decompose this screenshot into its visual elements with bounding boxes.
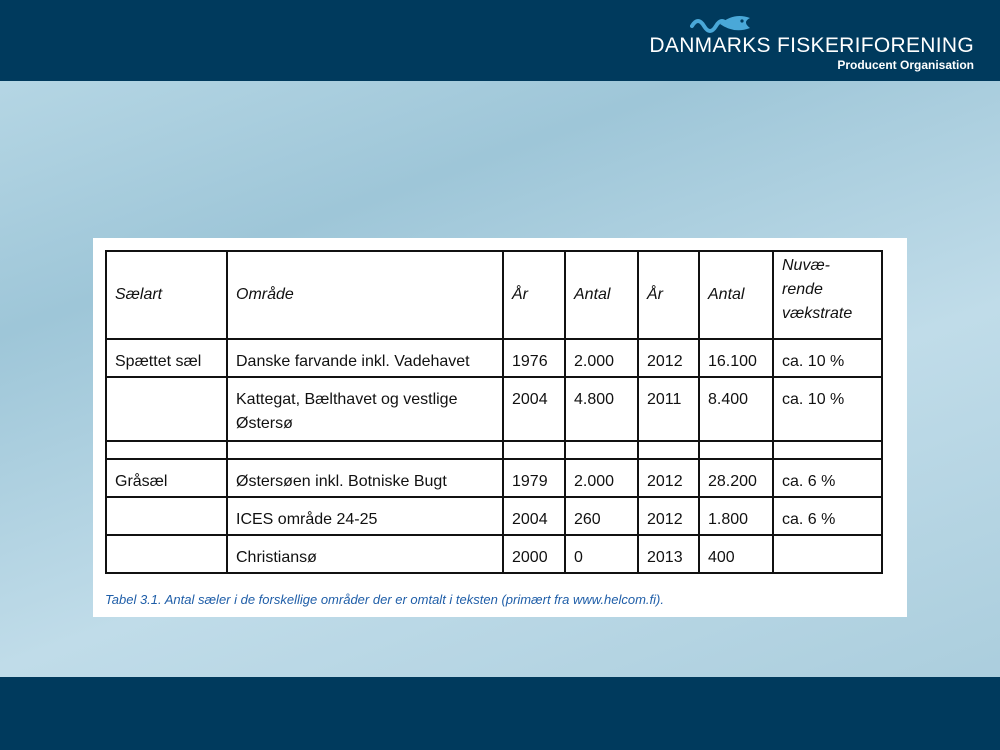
species-cell: Spættet sæl [105, 338, 228, 378]
growth-header-line: rende [782, 281, 823, 298]
count-cell [564, 440, 639, 460]
fish-wave-icon [690, 16, 750, 33]
table-row: ICES område 24-25 2004 260 2012 1.800 ca… [105, 496, 883, 536]
table-caption: Tabel 3.1. Antal sæler i de forskellige … [105, 592, 664, 607]
year-cell: 2013 [637, 534, 700, 574]
year-cell: 2004 [502, 376, 566, 442]
org-name: DANMARKS FISKERIFORENING [649, 34, 974, 57]
table-row: Gråsæl Østersøen inkl. Botniske Bugt 197… [105, 458, 883, 498]
document-image: Sælart Område År Antal År Antal Nuvæ- re… [93, 238, 907, 617]
count-cell: 400 [698, 534, 774, 574]
growth-cell: ca. 6 % [772, 458, 883, 498]
count-cell: 1.800 [698, 496, 774, 536]
growth-cell: ca. 10 % [772, 338, 883, 378]
growth-cell [772, 440, 883, 460]
count-cell: 16.100 [698, 338, 774, 378]
growth-cell [772, 534, 883, 574]
year-cell: 2011 [637, 376, 700, 442]
column-header: Antal [698, 250, 774, 340]
area-cell [226, 440, 504, 460]
species-cell [105, 440, 228, 460]
column-header: År [637, 250, 700, 340]
species-cell [105, 496, 228, 536]
count-cell [698, 440, 774, 460]
year-cell [502, 440, 566, 460]
seal-table: Sælart Område År Antal År Antal Nuvæ- re… [105, 250, 883, 574]
column-header: Område [226, 250, 504, 340]
column-header: Antal [564, 250, 639, 340]
table-header-row: Sælart Område År Antal År Antal Nuvæ- re… [105, 250, 883, 340]
count-cell: 2.000 [564, 458, 639, 498]
count-cell: 2.000 [564, 338, 639, 378]
org-subtitle: Producent Organisation [837, 58, 974, 72]
table-row-empty [105, 440, 883, 460]
table-row: Kattegat, Bælthavet og vestlige Østersø … [105, 376, 883, 442]
growth-cell: ca. 6 % [772, 496, 883, 536]
count-cell: 260 [564, 496, 639, 536]
growth-header-line: vækstrate [782, 305, 853, 322]
column-header-growth: Nuvæ- rende vækstrate [772, 250, 883, 340]
count-cell: 8.400 [698, 376, 774, 442]
count-cell: 28.200 [698, 458, 774, 498]
growth-cell: ca. 10 % [772, 376, 883, 442]
count-cell: 4.800 [564, 376, 639, 442]
year-cell: 2004 [502, 496, 566, 536]
area-cell: ICES område 24-25 [226, 496, 504, 536]
year-cell: 2012 [637, 496, 700, 536]
year-cell: 2012 [637, 338, 700, 378]
area-cell: Christiansø [226, 534, 504, 574]
area-cell: Kattegat, Bælthavet og vestlige Østersø [226, 376, 504, 442]
header-bar: DANMARKS FISKERIFORENING Producent Organ… [0, 0, 1000, 81]
footer-bar [0, 677, 1000, 750]
count-cell: 0 [564, 534, 639, 574]
column-header: Sælart [105, 250, 228, 340]
year-cell: 2000 [502, 534, 566, 574]
species-cell [105, 376, 228, 442]
table-row: Spættet sæl Danske farvande inkl. Vadeha… [105, 338, 883, 378]
table-row: Christiansø 2000 0 2013 400 [105, 534, 883, 574]
area-cell: Østersøen inkl. Botniske Bugt [226, 458, 504, 498]
column-header: År [502, 250, 566, 340]
growth-header-line: Nuvæ- [782, 257, 831, 274]
year-cell: 1976 [502, 338, 566, 378]
year-cell [637, 440, 700, 460]
area-cell: Danske farvande inkl. Vadehavet [226, 338, 504, 378]
year-cell: 2012 [637, 458, 700, 498]
species-cell: Gråsæl [105, 458, 228, 498]
species-cell [105, 534, 228, 574]
year-cell: 1979 [502, 458, 566, 498]
